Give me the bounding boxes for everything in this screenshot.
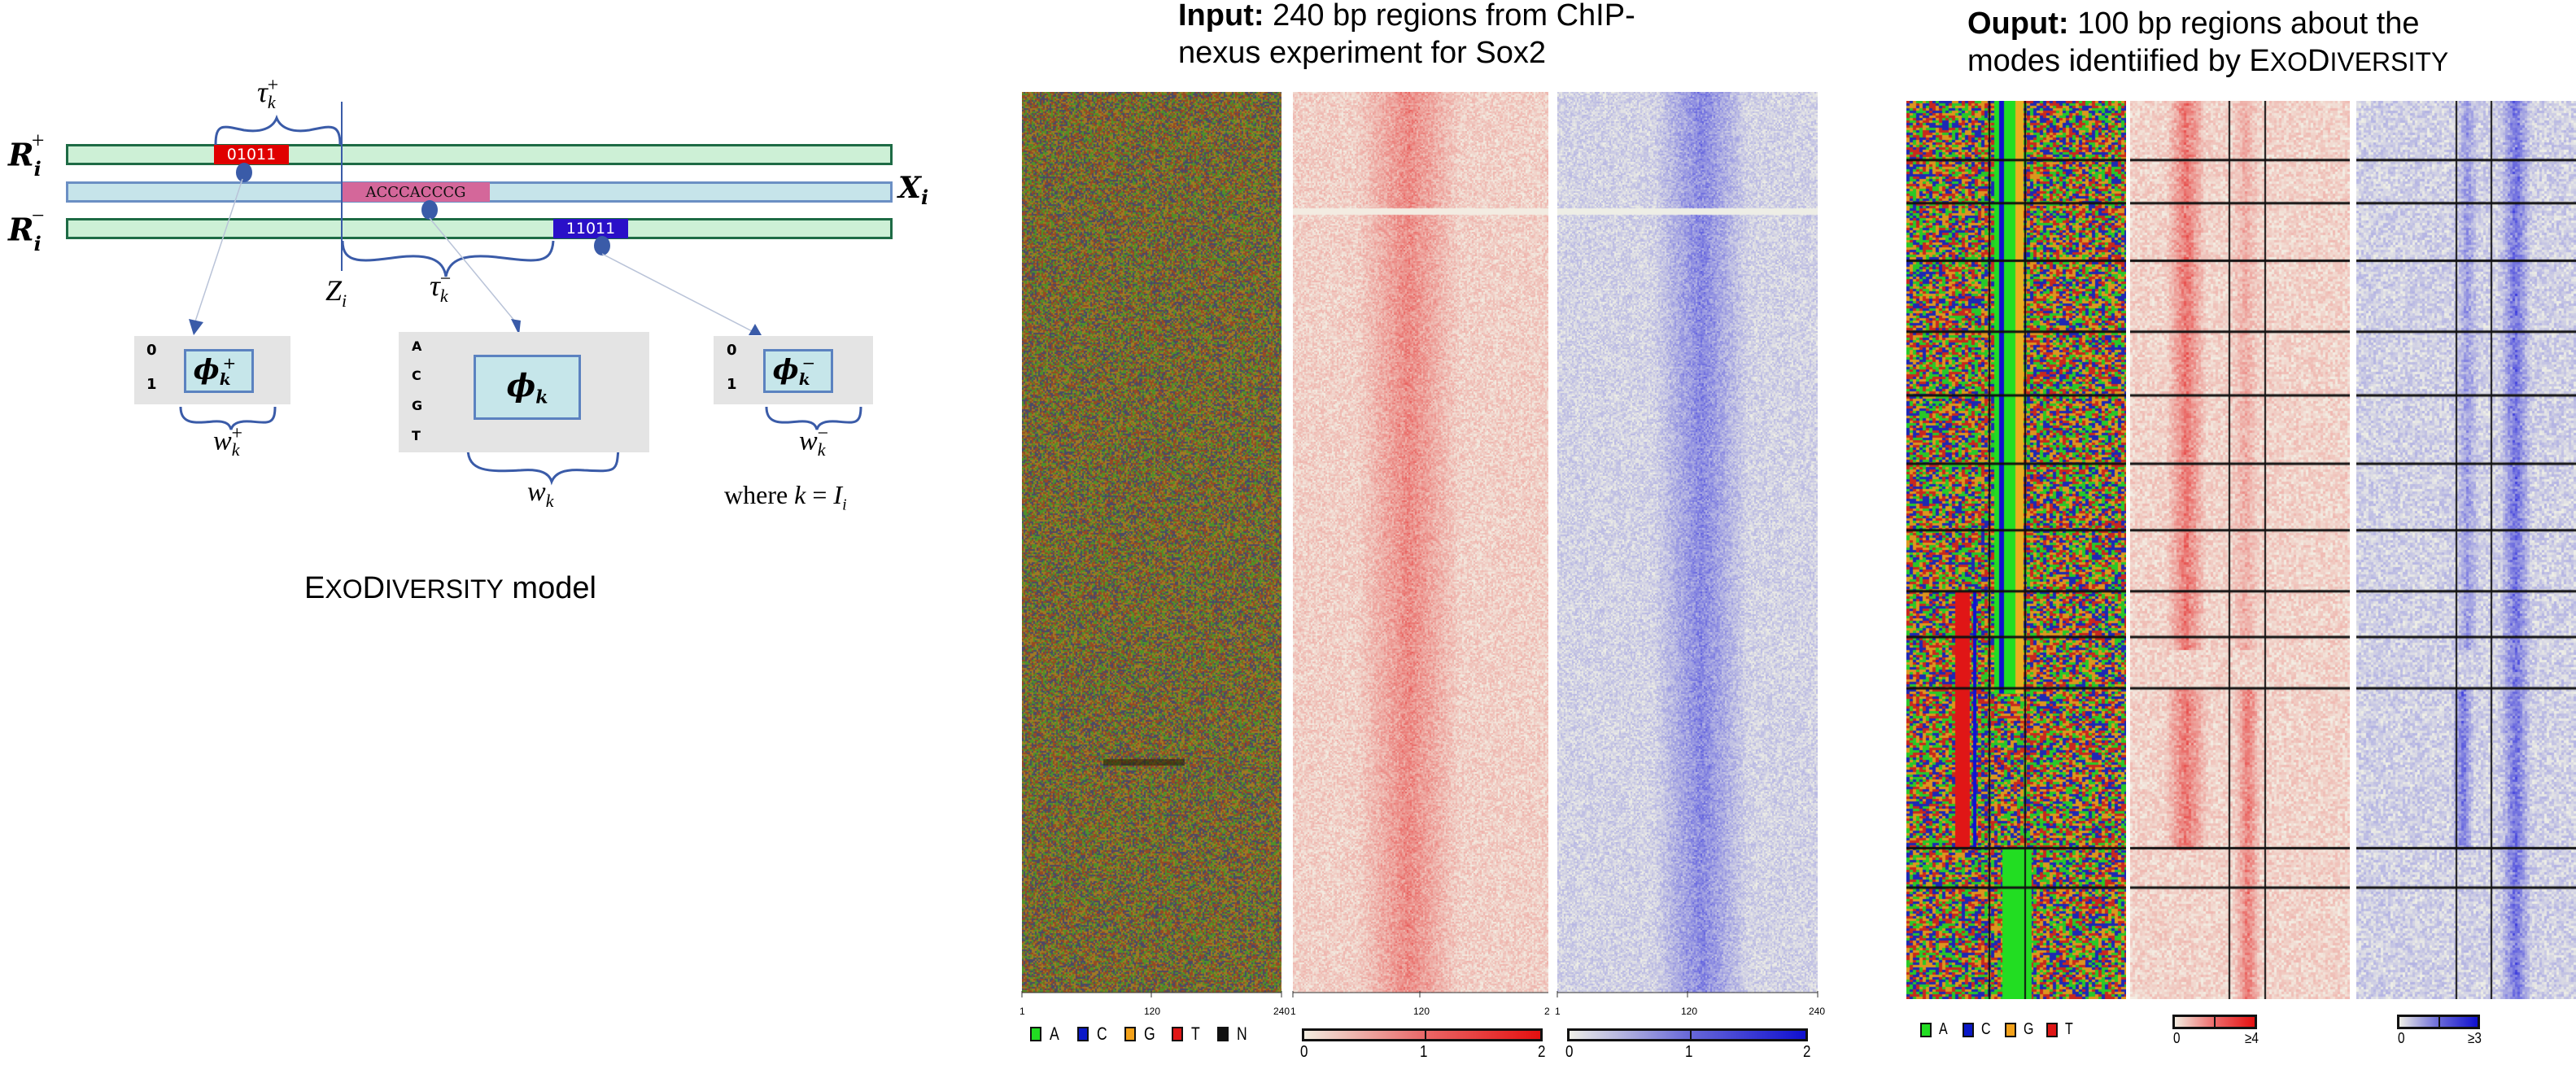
- output-sequence-heatmap: [1906, 101, 2126, 999]
- phi-minus-row-0: 0: [727, 342, 737, 359]
- blue-x-tick: 1: [1555, 1006, 1561, 1017]
- input-axes: [1021, 991, 1818, 997]
- red-scale-tick: 0: [1300, 1043, 1308, 1061]
- arrow-icon: [749, 324, 762, 335]
- output-title: Ouput: 100 bp regions about the modes id…: [1967, 7, 2449, 78]
- seq-connector: [429, 217, 516, 322]
- w-minus-brace: [765, 406, 862, 430]
- w-minus-label: wk−: [799, 423, 828, 460]
- input-red-colorbar: [1302, 1028, 1543, 1041]
- blue-x-tick: 120: [1681, 1006, 1698, 1017]
- legend-label-A: A: [1939, 1020, 1948, 1038]
- phi-row-T: T: [412, 428, 421, 443]
- red-scale-tick: 1: [1420, 1043, 1428, 1061]
- tau-minus-label: τk−: [430, 268, 452, 307]
- phi-minus-matrix: ϕk−: [763, 349, 833, 393]
- strand-plus-label: Ri+: [8, 129, 45, 181]
- red-x-tick: 2: [1544, 1006, 1550, 1017]
- output-blue-colorbar: [2397, 1015, 2480, 1029]
- phi-minus-row-1: 1: [727, 376, 737, 393]
- w-label: wk: [527, 477, 554, 511]
- red-scale-tick: 0: [2173, 1030, 2181, 1046]
- strand-minus-label: Ri−: [8, 203, 45, 256]
- blue-scale-tick: 2: [1803, 1043, 1811, 1061]
- phi-matrix: ϕk: [474, 355, 581, 420]
- seq-x-tick: 1: [1019, 1006, 1025, 1017]
- red-scale-tick: ≥4: [2245, 1030, 2259, 1046]
- tau-plus-label: τk+: [257, 75, 279, 113]
- legend-swatch-G: [2005, 1023, 2016, 1037]
- blue-scale-tick: 0: [2398, 1030, 2405, 1046]
- red-x-tick: 120: [1413, 1006, 1430, 1017]
- legend-swatch-T: [1172, 1027, 1183, 1041]
- phi-plus-row-0: 0: [146, 342, 157, 359]
- tau-minus-brace: [341, 240, 555, 277]
- phi-plus-matrix: ϕk+: [184, 349, 254, 393]
- sequence-tag: ACCCACCCG: [342, 182, 490, 202]
- legend-label-C: C: [1981, 1020, 1991, 1038]
- plus-tag-dot: [236, 163, 252, 182]
- plus-strand-tag: 01011: [214, 145, 289, 164]
- red-scale-tick: 2: [1538, 1043, 1546, 1061]
- minus-strand-tag: 11011: [553, 219, 628, 238]
- plus-strand-bar: [66, 144, 893, 165]
- legend-swatch-C: [1963, 1023, 1974, 1037]
- legend-label-G: G: [2024, 1020, 2034, 1038]
- phi-plus-row-1: 1: [146, 376, 157, 393]
- seq-x-tick: 240: [1273, 1006, 1290, 1017]
- legend-label-N: N: [1237, 1024, 1247, 1044]
- phi-row-G: G: [412, 398, 423, 413]
- legend-label-A: A: [1050, 1024, 1059, 1044]
- blue-x-tick: 240: [1809, 1006, 1826, 1017]
- output-minus-strand-heatmap: [2356, 101, 2576, 999]
- w-brace: [466, 447, 620, 486]
- input-blue-colorbar: [1567, 1028, 1808, 1041]
- legend-swatch-T: [2046, 1023, 2058, 1037]
- tau-plus-brace: [214, 114, 342, 146]
- legend-swatch-G: [1124, 1027, 1136, 1041]
- legend-swatch-C: [1077, 1027, 1089, 1041]
- legend-swatch-A: [1030, 1027, 1041, 1041]
- model-connectors: [179, 102, 862, 486]
- minus-connector: [601, 253, 758, 334]
- z-label: Zi: [325, 274, 347, 312]
- minus-tag-dot: [594, 236, 610, 255]
- blue-scale-tick: 1: [1685, 1043, 1693, 1061]
- arrow-icon: [511, 319, 521, 335]
- legend-swatch-A: [1920, 1023, 1932, 1037]
- legend-label-T: T: [2065, 1020, 2073, 1038]
- sequence-tag-dot: [421, 200, 438, 220]
- phi-row-A: A: [412, 338, 422, 354]
- input-minus-strand-heatmap: [1557, 92, 1818, 993]
- w-plus-label: wk+: [213, 423, 242, 460]
- w-plus-brace: [179, 406, 277, 430]
- sequence-label: Xi: [898, 171, 929, 210]
- legend-label-C: C: [1097, 1024, 1107, 1044]
- where-k-equals-I: where k = Ii: [724, 480, 847, 514]
- blue-scale-tick: ≥3: [2468, 1030, 2482, 1046]
- phi-row-C: C: [412, 368, 421, 383]
- seq-x-tick: 120: [1144, 1006, 1161, 1017]
- output-red-colorbar: [2172, 1015, 2257, 1029]
- input-sequence-heatmap: [1022, 92, 1281, 993]
- legend-label-T: T: [1191, 1024, 1200, 1044]
- red-x-tick: 1: [1290, 1006, 1296, 1017]
- model-caption: EXODIVERSITY model: [304, 571, 596, 605]
- input-title: Input: 240 bp regions from ChIP- nexus e…: [1178, 0, 1635, 70]
- legend-label-G: G: [1144, 1024, 1155, 1044]
- arrow-icon: [189, 319, 203, 335]
- minus-strand-bar: [66, 218, 893, 239]
- output-plus-strand-heatmap: [2130, 101, 2350, 999]
- legend-swatch-N: [1217, 1027, 1229, 1041]
- input-plus-strand-heatmap: [1293, 92, 1548, 993]
- plus-connector: [194, 178, 243, 322]
- blue-scale-tick: 0: [1565, 1043, 1574, 1061]
